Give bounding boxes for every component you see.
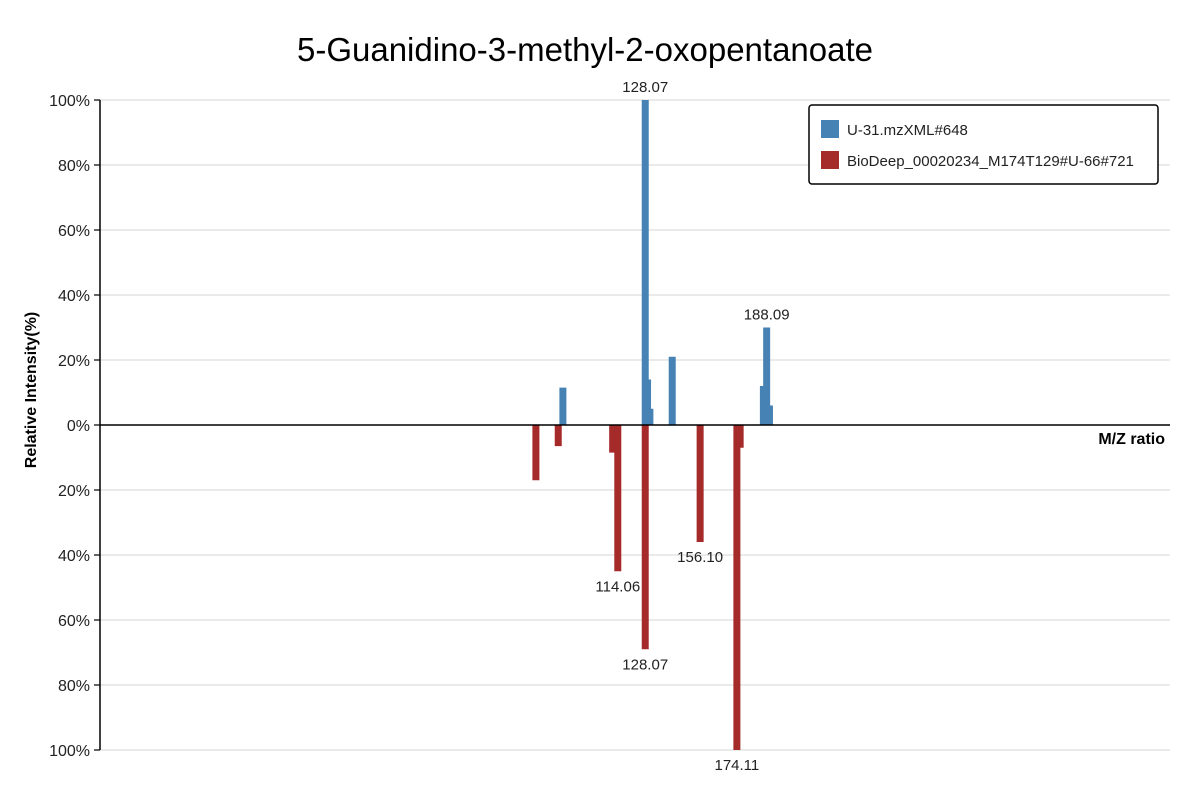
peak-label: 188.09 [744,307,790,324]
y-tick-label: 40% [58,288,90,305]
y-tick-label: 80% [58,678,90,695]
y-axis-ticks: 100% 80% 60% 40% 20% 0% 20% 40% 60% 80% 100% [49,93,100,760]
y-tick-label: 20% [58,353,90,370]
reference-peak-bar [614,425,622,572]
query-peak-bar [668,356,676,425]
reference-peak-bar [609,425,617,453]
query-peak-bar [559,387,567,425]
legend-entry-query: U-31.mzXML#648 [847,122,968,139]
query-peak-bar [644,379,652,425]
y-tick-label: 60% [58,223,90,240]
query-peak-bar [763,327,771,425]
y-tick-label: 40% [58,548,90,565]
grid-lines [100,99,1170,751]
chart-title: 5-Guanidino-3-methyl-2-oxopentanoate [297,31,873,68]
peak-label: 128.07 [622,656,668,673]
spectrum-bars [532,100,773,750]
y-axis-label: Relative Intensity(%) [23,312,40,468]
reference-peak-bar [736,425,744,448]
peak-label: 174.11 [714,757,759,774]
query-peak-bar [641,100,649,425]
y-tick-label: 100% [49,93,90,110]
reference-peak-bar [532,425,540,481]
query-peak-bar [765,405,773,425]
x-axis-label: M/Z ratio [1098,431,1165,448]
legend-entry-reference: BioDeep_00020234_M174T129#U-66#721 [847,153,1134,170]
peak-label: 114.06 [595,578,640,595]
reference-peak-bar [696,425,704,542]
peak-labels: 128.07 188.09 114.06 128.07 156.10 174.11 [595,79,789,774]
reference-peak-bar [554,425,562,447]
legend: U-31.mzXML#648 BioDeep_00020234_M174T129… [808,104,1159,185]
peak-label: 128.07 [622,79,668,96]
legend-box [808,104,1159,185]
y-tick-label: 100% [49,743,90,760]
query-peak-bar [646,408,654,425]
y-tick-label: 80% [58,158,90,175]
legend-swatch-query [821,120,839,138]
reference-peak-bar [733,425,741,750]
y-tick-label: 60% [58,613,90,630]
y-tick-label: 0% [67,418,90,435]
peak-label: 156.10 [677,549,723,566]
legend-swatch-reference [821,151,839,169]
reference-peak-bar [641,425,649,650]
y-tick-label: 20% [58,483,90,500]
